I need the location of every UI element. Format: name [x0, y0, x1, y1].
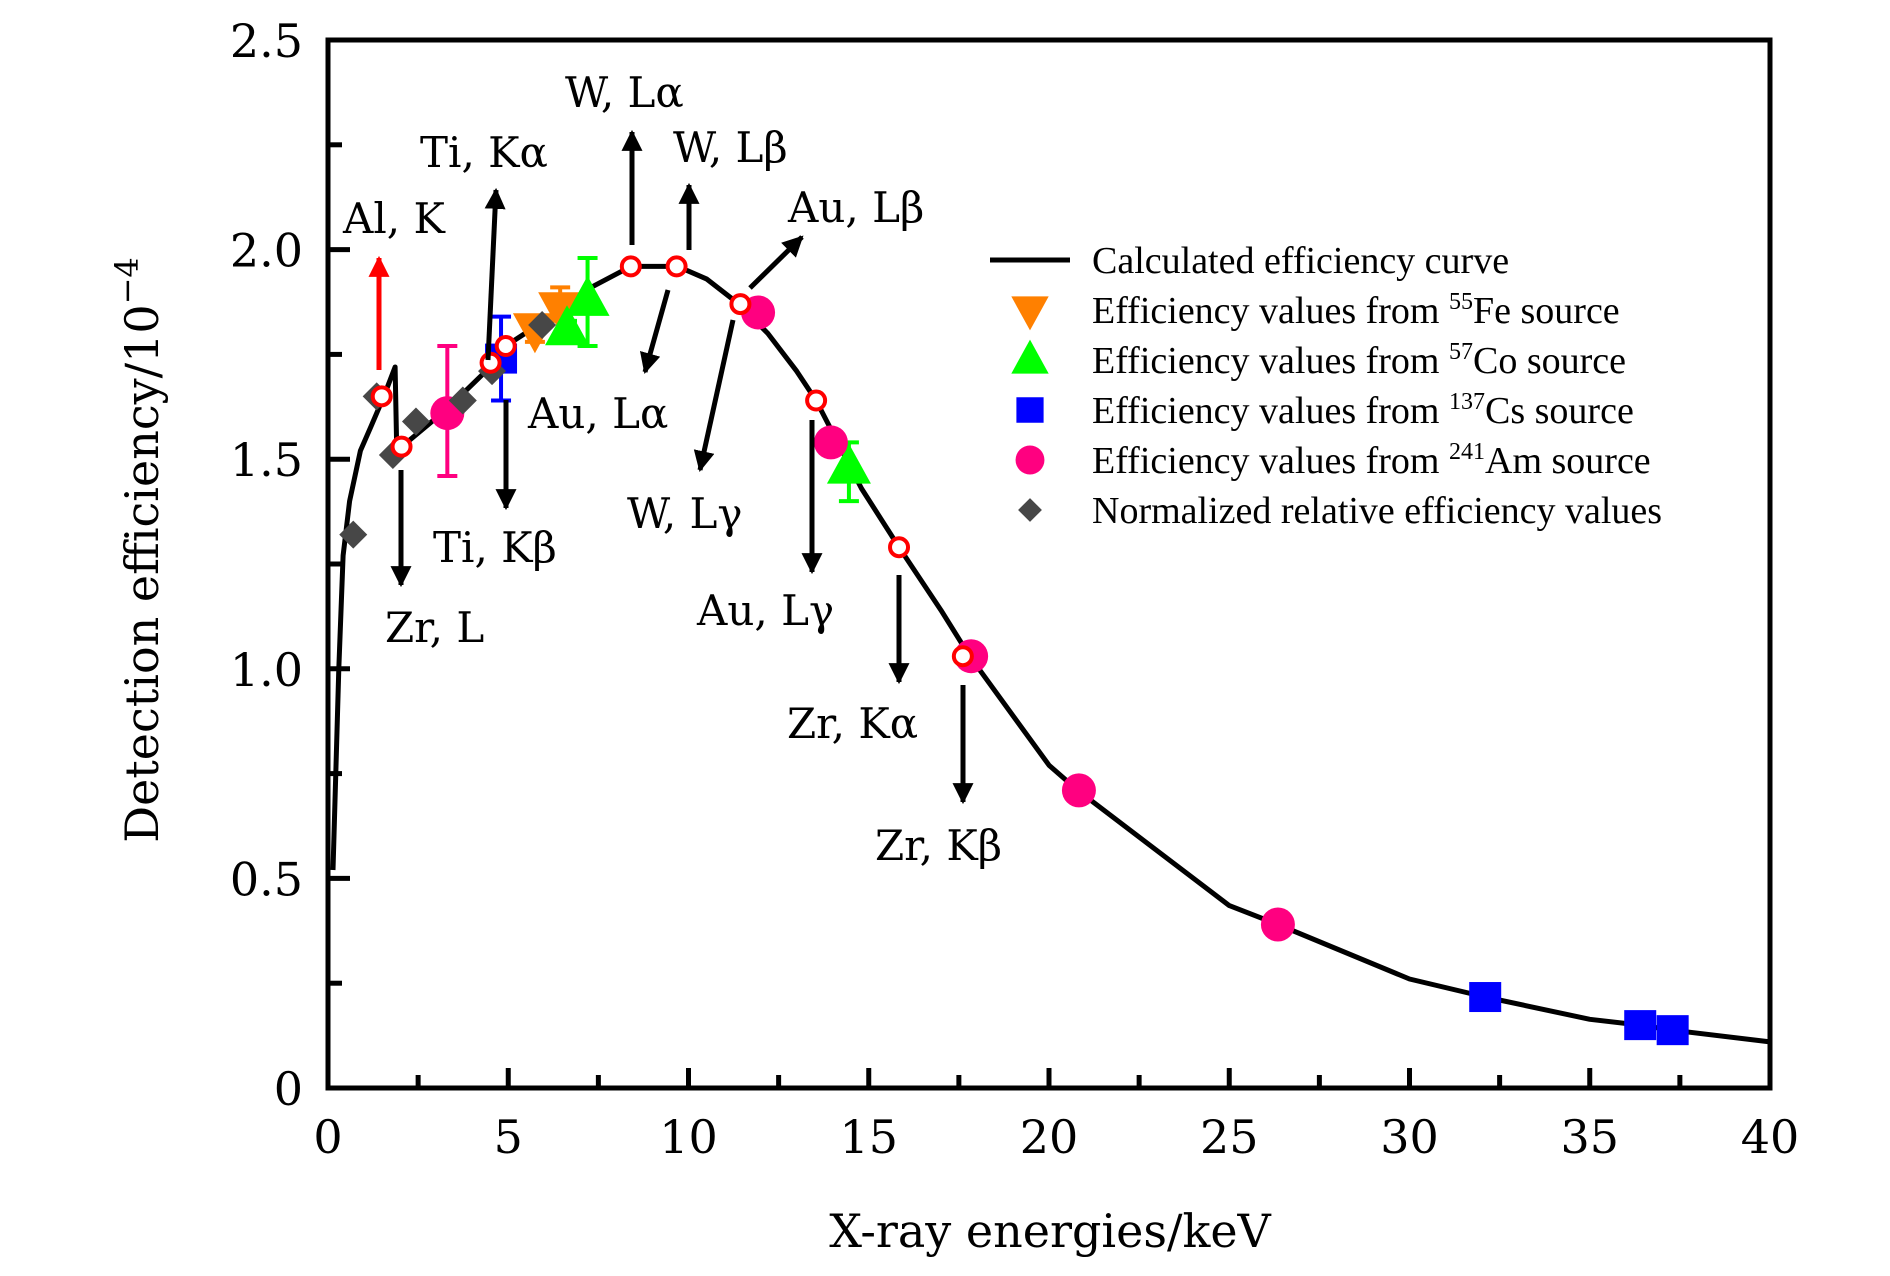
legend-label: Efficiency values from 241Am source: [1092, 439, 1651, 482]
data-point-circle: [813, 425, 848, 460]
x-tick-label: 30: [1380, 1110, 1439, 1164]
legend: Calculated efficiency curve Efficiency va…: [990, 240, 1662, 532]
y-tick-label: 0.5: [230, 852, 303, 906]
x-axis-title: X-ray energies/keV: [829, 1204, 1271, 1258]
characteristic-line-marker: [370, 385, 393, 408]
data-point-triangle-up: [826, 443, 871, 484]
arrows-layer: [368, 129, 974, 805]
x-tick-label: 5: [494, 1110, 523, 1164]
characteristic-line-marker: [390, 435, 413, 458]
annotation-label: W, Lβ: [673, 123, 788, 172]
annotation-label: Zr, Kα: [787, 699, 918, 748]
x-tick-label: 10: [659, 1110, 718, 1164]
annotation-arrow: [484, 187, 506, 361]
characteristic-line-marker: [888, 536, 911, 559]
data-point-circle: [1061, 773, 1096, 808]
x-tick-label: 20: [1020, 1110, 1079, 1164]
annotation-arrow: [693, 319, 736, 473]
annotation-label: Al, K: [342, 194, 446, 243]
legend-label: Efficiency values from 57Co source: [1092, 339, 1626, 382]
annotation-label: W, Lα: [565, 68, 684, 117]
legend-marker-triangle-up: [1011, 339, 1049, 374]
data-point-triangle-up: [565, 275, 610, 316]
legend-label-text: Normalized relative efficiency values: [1092, 490, 1662, 532]
annotation-label: Au, Lγ: [696, 586, 834, 635]
efficiency-curve: [330, 263, 1771, 1045]
axes-layer: 0 5 10 15 20 25 30 35 40 0 0.5 1.0 1.5 2.0 2.5: [230, 14, 1799, 1164]
legend-label-superscript: 55: [1449, 289, 1473, 315]
characteristic-line-marker: [729, 293, 752, 316]
legend-label-text: Am source: [1485, 440, 1651, 482]
legend-label-superscript: 137: [1449, 389, 1485, 415]
annotation-label: Zr, Kβ: [875, 821, 1002, 870]
annotation-arrow: [748, 235, 804, 290]
y-axis-title: Detection efficiency/10−4: [108, 257, 169, 843]
legend-marker-square: [1016, 397, 1044, 423]
legend-label-text: Efficiency values from: [1092, 440, 1449, 482]
legend-marker-diamond: [1018, 498, 1042, 522]
y-axis-title-exponent: −4: [108, 257, 146, 304]
data-point-diamond: [528, 311, 557, 340]
x-tick-label: 35: [1560, 1110, 1619, 1164]
annotation-label: Au, Lβ: [787, 183, 924, 232]
data-point-square: [1656, 1015, 1689, 1046]
data-point-square: [1624, 1010, 1657, 1041]
data-point-circle: [1260, 907, 1295, 942]
characteristic-line-marker: [951, 645, 974, 668]
characteristic-line-marker: [665, 255, 688, 278]
y-tick-label: 1.5: [230, 433, 303, 487]
data-point-triangle-up: [545, 305, 590, 346]
data-point-diamond: [448, 386, 477, 415]
curve-layer: [330, 263, 1771, 1045]
data-point-diamond: [339, 520, 368, 549]
y-tick-label: 1.0: [230, 643, 303, 697]
y-tick-label: 0: [274, 1062, 303, 1116]
legend-label: Normalized relative efficiency values: [1092, 490, 1662, 532]
legend-label-superscript: 57: [1449, 339, 1473, 365]
legend-marker-triangle-down: [1011, 296, 1049, 331]
annotation-label: Ti, Kβ: [433, 523, 557, 572]
x-tick-label: 25: [1200, 1110, 1259, 1164]
characteristic-line-marker: [805, 389, 828, 412]
annotation-label: Zr, L: [385, 603, 484, 652]
data-point-square: [1469, 982, 1502, 1013]
legend-label-text: Calculated efficiency curve: [1092, 240, 1509, 282]
x-tick-label: 0: [313, 1110, 342, 1164]
x-tick-label: 40: [1741, 1110, 1800, 1164]
legend-label-text: Fe source: [1473, 290, 1620, 332]
legend-label-superscript: 241: [1449, 439, 1485, 465]
legend-label-text: Efficiency values from: [1092, 290, 1449, 332]
error-bars-layer: [437, 255, 859, 504]
annotations-layer: Al, K Zr, L Ti, Kα Ti, Kβ W, Lα W, Lβ Au, Lα Au…: [342, 68, 1002, 870]
characteristic-line-marker: [619, 255, 642, 278]
y-tick-label: 2.0: [230, 224, 303, 278]
annotation-label: Au, Lα: [527, 389, 668, 438]
legend-marker-circle: [1015, 445, 1045, 475]
annotation-arrow: [639, 289, 671, 375]
data-point-diamond: [401, 407, 430, 436]
legend-label: Efficiency values from 55Fe source: [1092, 289, 1620, 332]
legend-label-text: Efficiency values from: [1092, 340, 1449, 382]
legend-label-text: Efficiency values from: [1092, 390, 1449, 432]
annotation-label: Ti, Kα: [420, 128, 548, 177]
x-tick-label: 15: [839, 1110, 898, 1164]
y-tick-label: 2.5: [230, 14, 303, 68]
legend-label: Efficiency values from 137Cs source: [1092, 389, 1634, 432]
characteristic-line-marker: [494, 335, 517, 358]
annotation-label: W, Lγ: [627, 489, 743, 538]
data-point-triangle-down: [538, 292, 583, 333]
legend-label-text: Co source: [1473, 340, 1626, 382]
legend-label: Calculated efficiency curve: [1092, 240, 1509, 282]
y-axis-title-main: Detection efficiency/10: [115, 304, 169, 842]
legend-label-text: Cs source: [1485, 390, 1634, 432]
